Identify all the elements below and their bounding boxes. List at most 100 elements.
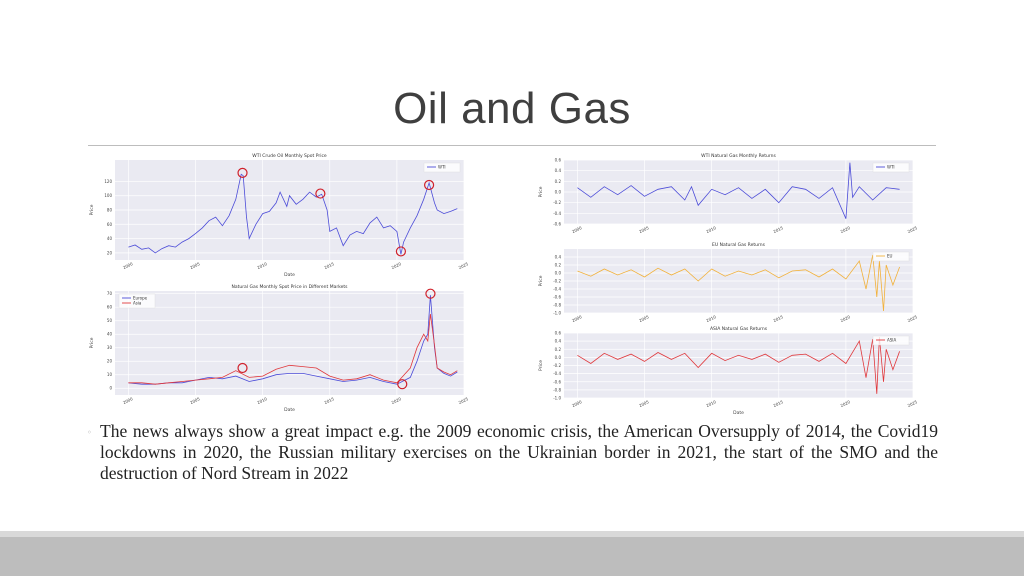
y-tick-label: 0.4 <box>555 255 562 260</box>
series-line-wti <box>577 162 900 219</box>
event-marker-circle <box>315 188 326 199</box>
x-tick-label: 2010 <box>705 314 717 323</box>
x-axis-label: Date <box>284 407 295 413</box>
event-marker-circle <box>425 288 436 299</box>
chart-title: WTI Crude Oil Monthly Spot Price <box>252 153 327 159</box>
natural-gas-markets-chart: Natural Gas Monthly Spot Price in Differ… <box>85 281 470 413</box>
event-marker-circle <box>397 379 408 390</box>
y-tick-label: 0.6 <box>555 331 562 336</box>
eu-gas-returns-svg: EU Natural Gas Returns -1.0 -0.8 -0.6 -0.4 -0… <box>538 242 918 323</box>
plot-area <box>115 291 464 395</box>
legend-box <box>872 251 910 262</box>
y-tick-label: -0.4 <box>553 287 561 292</box>
legend-label: Europe <box>133 296 148 301</box>
y-tick-label: -0.2 <box>553 200 561 205</box>
x-tick-label: 2000 <box>122 396 134 405</box>
x-tick-label: 2010 <box>256 396 268 405</box>
x-tick-label: 2000 <box>571 314 583 323</box>
wti-crude-price-svg: WTI Crude Oil Monthly Spot Price 20 40 60 80… <box>89 153 470 278</box>
y-tick-label: 20 <box>107 250 113 255</box>
x-tick-label: 2020 <box>840 399 852 408</box>
x-tick-label: 2005 <box>638 314 650 323</box>
wti-gas-returns-svg: WTI Natural Gas Monthly Returns -0.6 -0.4 -… <box>538 153 919 234</box>
title-divider <box>88 145 936 146</box>
legend-label: ASIA <box>887 338 896 343</box>
x-tick-label: 2010 <box>705 399 717 408</box>
series-line-eu <box>577 254 900 312</box>
y-tick-label: 50 <box>107 318 113 323</box>
natural-gas-markets-svg: Natural Gas Monthly Spot Price in Differ… <box>89 284 470 413</box>
x-tick-label: 2015 <box>772 399 784 408</box>
x-tick-label: 2025 <box>907 225 919 234</box>
event-marker-circle <box>395 246 407 257</box>
legend-label: WTI <box>887 165 895 170</box>
y-tick-label: -0.6 <box>553 379 561 384</box>
x-tick-label: 2025 <box>458 261 470 270</box>
legend-label: EU <box>887 254 893 259</box>
x-tick-label: 2005 <box>189 261 201 270</box>
legend-label: WTI <box>438 165 446 170</box>
y-tick-label: 0.0 <box>555 355 562 360</box>
y-axis-label: Price <box>89 204 95 215</box>
y-tick-label: 70 <box>107 291 113 296</box>
x-tick-label: 2020 <box>391 396 403 405</box>
y-tick-label: 0.2 <box>555 347 562 352</box>
x-tick-label: 2020 <box>840 225 852 234</box>
y-axis-label: Price <box>538 360 544 371</box>
x-tick-label: 2005 <box>189 396 201 405</box>
y-tick-label: 0.6 <box>555 158 562 163</box>
wti-crude-price-chart: WTI Crude Oil Monthly Spot Price 20 40 60 80… <box>85 150 470 278</box>
y-tick-label: 40 <box>107 236 113 241</box>
x-tick-label: 2005 <box>638 225 650 234</box>
x-tick-label: 2020 <box>391 261 403 270</box>
y-tick-label: 0.2 <box>555 263 562 268</box>
slide-title: Oil and Gas <box>393 84 631 133</box>
legend-label: Asia <box>133 301 142 306</box>
x-tick-label: 2010 <box>705 225 717 234</box>
x-axis-label: Date <box>284 272 295 278</box>
y-tick-label: 120 <box>104 179 112 184</box>
y-tick-label: 0 <box>109 386 112 391</box>
y-tick-label: 30 <box>107 345 113 350</box>
event-marker-circle <box>237 362 248 374</box>
bullet-marker: ◦ <box>87 428 92 437</box>
asia-gas-returns-svg: ASIA Natural Gas Returns -1.0 -0.8 -0.6 -0.4… <box>538 326 919 416</box>
x-tick-label: 2000 <box>122 261 134 270</box>
x-tick-label: 2010 <box>256 261 268 270</box>
event-marker-circle <box>424 179 435 191</box>
y-tick-label: 60 <box>107 222 113 227</box>
asia-gas-returns-chart: ASIA Natural Gas Returns -1.0 -0.8 -0.6 -0.4… <box>534 323 919 416</box>
y-tick-label: 60 <box>107 305 113 310</box>
x-tick-label: 2020 <box>840 314 852 323</box>
y-tick-label: 40 <box>107 332 113 337</box>
y-tick-label: 0.0 <box>555 190 562 195</box>
x-tick-label: 2015 <box>772 314 784 323</box>
y-tick-label: -0.8 <box>553 303 561 308</box>
x-tick-label: 2005 <box>638 399 650 408</box>
event-marker-circle <box>237 167 248 178</box>
y-tick-label: -0.8 <box>553 387 561 392</box>
x-tick-label: 2000 <box>571 399 583 408</box>
eu-gas-returns-chart: EU Natural Gas Returns -1.0 -0.8 -0.6 -0.4 -0… <box>534 239 919 327</box>
x-tick-label: 2025 <box>907 399 919 408</box>
y-axis-label: Price <box>89 337 95 348</box>
series-line-asia <box>128 313 458 385</box>
y-tick-label: -0.2 <box>553 363 561 368</box>
y-tick-label: 0.0 <box>555 271 562 276</box>
y-tick-label: -0.4 <box>553 211 561 216</box>
x-tick-label: 2025 <box>458 396 470 405</box>
footer-accent <box>0 531 1024 537</box>
x-axis-label: Date <box>733 410 744 416</box>
x-tick-label: 2000 <box>571 225 583 234</box>
x-tick-label: 2015 <box>772 225 784 234</box>
chart-title: ASIA Natural Gas Returns <box>710 326 768 332</box>
y-tick-label: 10 <box>107 372 113 377</box>
legend-box <box>423 162 461 173</box>
y-tick-label: 20 <box>107 359 113 364</box>
wti-gas-returns-chart: WTI Natural Gas Monthly Returns -0.6 -0.4 -… <box>534 150 919 238</box>
body-paragraph: The news always show a great impact e.g.… <box>100 421 938 483</box>
legend-box <box>872 162 910 173</box>
chart-title: Natural Gas Monthly Spot Price in Differ… <box>231 284 348 290</box>
y-tick-label: 80 <box>107 208 113 213</box>
x-tick-label: 2015 <box>323 261 335 270</box>
